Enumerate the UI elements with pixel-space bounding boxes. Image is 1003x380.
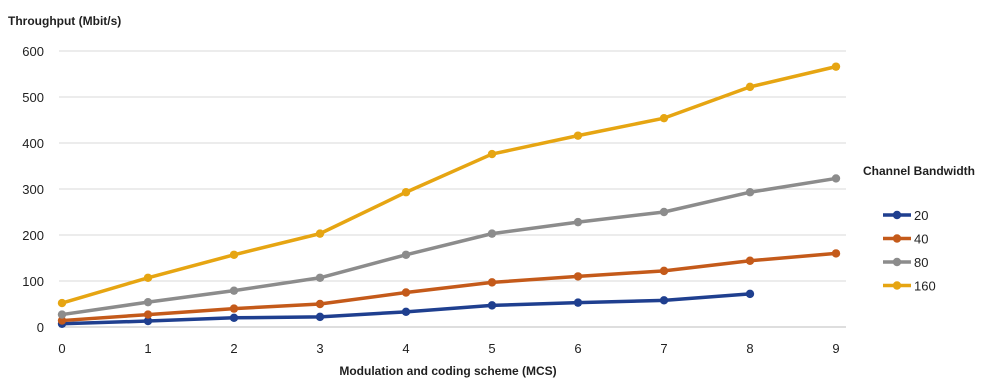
data-point-80 — [831, 174, 841, 183]
data-point-20 — [745, 289, 755, 299]
x-tick-label: 3 — [316, 341, 323, 356]
data-point-80 — [487, 229, 497, 238]
data-point-20 — [573, 298, 583, 307]
series-line-80 — [60, 176, 838, 317]
data-point-40 — [745, 256, 755, 265]
x-tick-labels: 0 1 2 3 4 5 6 7 8 9 — [58, 341, 839, 356]
legend-label-20: 20 — [914, 208, 928, 223]
x-tick-label: 9 — [832, 341, 839, 356]
data-point-80 — [57, 310, 67, 319]
data-point-80 — [745, 188, 755, 197]
data-point-80 — [143, 297, 153, 307]
data-point-80 — [229, 286, 239, 295]
data-point-20 — [143, 316, 153, 326]
x-tick-label: 6 — [574, 341, 581, 356]
y-tick-label: 200 — [22, 228, 44, 243]
data-point-80 — [659, 207, 669, 217]
legend-label-160: 160 — [914, 279, 936, 294]
data-point-160 — [315, 229, 325, 238]
x-tick-label: 7 — [660, 341, 667, 356]
data-point-160 — [57, 298, 67, 308]
series-line-40 — [60, 251, 838, 323]
data-point-80 — [573, 217, 583, 227]
data-point-20 — [401, 307, 411, 317]
data-point-20 — [315, 312, 325, 322]
data-point-40 — [659, 266, 669, 276]
data-point-40 — [229, 304, 239, 313]
data-point-160 — [487, 149, 497, 159]
x-tick-label: 4 — [402, 341, 409, 356]
data-point-20 — [229, 313, 239, 322]
x-axis-label: Modulation and coding scheme (MCS) — [339, 364, 556, 378]
legend-marker-20 — [892, 210, 902, 220]
data-point-40 — [143, 310, 153, 319]
data-point-160 — [745, 82, 755, 92]
data-point-160 — [659, 113, 669, 123]
data-point-40 — [831, 249, 841, 258]
y-axis-label: Throughput (Mbit/s) — [8, 14, 121, 28]
legend-label-80: 80 — [914, 255, 928, 270]
y-tick-label: 0 — [37, 320, 44, 335]
data-point-20 — [659, 296, 669, 305]
x-tick-label: 2 — [230, 341, 237, 356]
y-tick-label: 300 — [22, 182, 44, 197]
data-point-40 — [487, 278, 497, 287]
y-tick-labels: 0 100 200 300 400 500 600 — [22, 44, 44, 335]
x-tick-label: 1 — [144, 341, 151, 356]
legend: Channel Bandwidth 20 40 80 160 — [863, 164, 975, 294]
data-point-80 — [315, 273, 325, 282]
y-tick-label: 500 — [22, 90, 44, 105]
data-point-20 — [487, 301, 497, 310]
data-point-40 — [573, 272, 583, 281]
data-point-40 — [315, 299, 325, 309]
legend-marker-160 — [892, 281, 902, 290]
y-tick-label: 100 — [22, 274, 44, 289]
legend-marker-80 — [892, 257, 902, 267]
x-tick-label: 0 — [58, 341, 65, 356]
legend-label-40: 40 — [914, 232, 928, 247]
data-point-160 — [573, 131, 583, 140]
x-tick-label: 8 — [746, 341, 753, 356]
data-point-40 — [401, 288, 411, 297]
data-point-160 — [831, 62, 841, 71]
data-point-40 — [57, 316, 67, 325]
gridlines — [59, 50, 846, 328]
legend-marker-40 — [892, 234, 902, 243]
y-tick-label: 400 — [22, 136, 44, 151]
data-point-160 — [229, 250, 239, 259]
legend-title: Channel Bandwidth — [863, 164, 975, 178]
y-tick-label: 600 — [22, 44, 44, 59]
data-point-160 — [401, 188, 411, 197]
series-lines — [57, 62, 841, 328]
data-point-80 — [401, 250, 411, 259]
series-line-160 — [60, 64, 838, 305]
x-tick-label: 5 — [488, 341, 495, 356]
data-point-160 — [143, 273, 153, 282]
